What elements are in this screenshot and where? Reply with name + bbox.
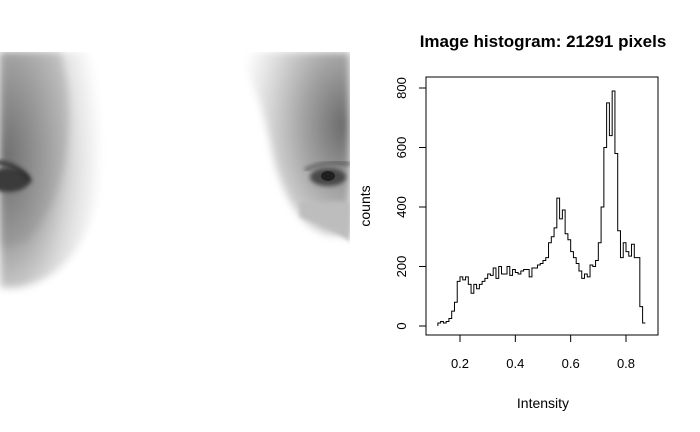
x-tick-label: 0.6	[562, 356, 580, 371]
x-axis: 0.2 0.4 0.6 0.8	[451, 334, 635, 371]
plot-frame	[425, 76, 659, 336]
x-axis-label: Intensity	[517, 395, 569, 411]
y-tick-label: 200	[394, 256, 409, 278]
y-axis: 0 200 400 600 800	[394, 77, 427, 330]
y-axis-label: counts	[357, 185, 373, 226]
histogram-line	[437, 90, 646, 326]
face-image-render	[0, 52, 351, 342]
y-tick-label: 0	[394, 322, 409, 329]
histogram-chart: Image histogram: 21291 pixels 0.2 0.4 0.6 0…	[357, 32, 667, 411]
y-tick-label: 600	[394, 137, 409, 159]
x-tick-label: 0.2	[451, 356, 469, 371]
x-tick-label: 0.4	[506, 356, 524, 371]
x-tick-label: 0.8	[617, 356, 635, 371]
y-tick-label: 800	[394, 77, 409, 99]
chart-title: Image histogram: 21291 pixels	[420, 32, 667, 51]
y-tick-label: 400	[394, 196, 409, 218]
grayscale-face-image	[0, 52, 351, 342]
